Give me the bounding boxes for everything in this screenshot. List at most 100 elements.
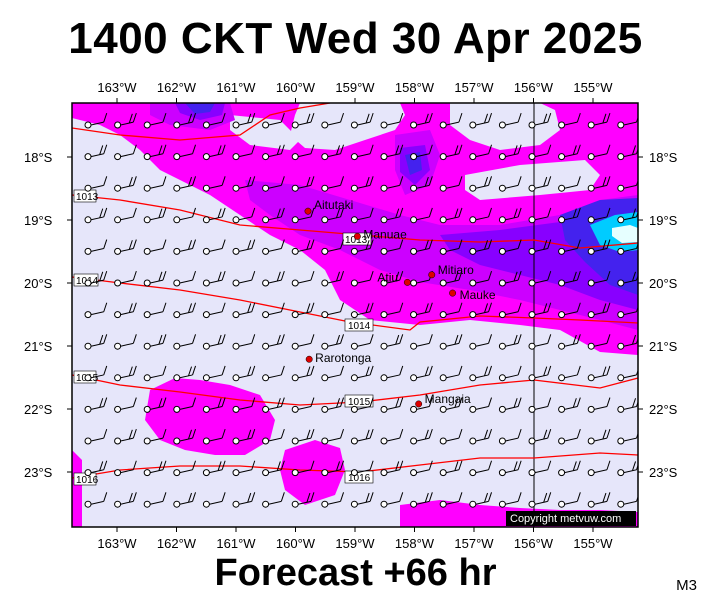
wind-barb [291, 428, 315, 445]
lat-label: 20°S [649, 276, 678, 291]
wind-barb [291, 270, 315, 287]
island-label: Rarotonga [315, 351, 371, 365]
wind-barb [350, 207, 374, 224]
wind-barb [498, 270, 522, 287]
rain-south-2 [280, 440, 345, 505]
island-dot [305, 355, 313, 363]
wind-barb [528, 270, 552, 287]
wind-barb [380, 365, 404, 382]
wind-barb [498, 334, 522, 350]
wind-barb [321, 365, 345, 382]
wind-barb [232, 112, 256, 129]
wind-barb [528, 207, 552, 224]
wind-barb [617, 271, 638, 287]
wind-barb [291, 112, 315, 129]
lat-label: 23°S [649, 465, 678, 480]
wind-barb [173, 112, 197, 129]
precipitation-layer: 1013 1013 1014 1014 1015 1015 1016 1016 … [72, 103, 638, 527]
lon-label: 155°W [573, 536, 613, 551]
wind-barb [558, 460, 581, 477]
wind-barb [350, 302, 374, 319]
lon-label: 161°W [216, 536, 256, 551]
wind-barb [410, 144, 433, 161]
wind-barb [173, 239, 197, 255]
rain-gap-4 [230, 115, 300, 150]
wind-barb [84, 144, 108, 161]
forecast-label: Forecast +66 hr [214, 552, 497, 594]
wind-barb [350, 176, 374, 192]
wind-barb [262, 460, 285, 477]
wind-barb [439, 239, 463, 255]
rain-peak-white [612, 225, 638, 243]
wind-barb [321, 397, 345, 413]
wind-barb [617, 398, 638, 413]
wind-barb [617, 334, 638, 350]
wind-barb [558, 334, 581, 350]
wind-barb [321, 207, 345, 224]
wind-barb [84, 334, 108, 350]
wind-barb [528, 460, 552, 477]
wind-barb [232, 270, 256, 287]
wind-barb [114, 144, 137, 161]
wind-barb [143, 397, 167, 413]
wind-barb [291, 176, 315, 192]
wind-barb [617, 242, 638, 255]
wind-barb [558, 112, 581, 129]
wind-barb [469, 176, 493, 192]
wind-barb [84, 176, 108, 192]
wind-barb [498, 239, 522, 255]
lon-label: 162°W [157, 536, 197, 551]
wind-barb [291, 334, 315, 350]
wind-barb [262, 334, 285, 350]
wind-barb [350, 144, 374, 161]
wind-barb [114, 112, 137, 129]
lon-label: 156°W [514, 80, 554, 95]
wind-barb [202, 270, 226, 287]
lat-label: 18°S [649, 150, 678, 165]
wind-barb [410, 302, 433, 319]
wind-barb [143, 302, 167, 319]
wind-barb [262, 492, 285, 508]
wind-barb [587, 460, 611, 477]
chart-title: 1400 CKT Wed 30 Apr 2025 [68, 14, 643, 63]
lon-label: 160°W [276, 536, 316, 551]
wind-barb [380, 334, 404, 350]
wind-barb [114, 239, 137, 255]
wind-barb [291, 492, 315, 508]
island-label: Atiu [377, 270, 398, 284]
wind-barb [498, 365, 522, 382]
wind-barb [380, 144, 404, 161]
lon-label: 160°W [276, 80, 316, 95]
wind-barb [84, 365, 108, 382]
lat-label: 19°S [24, 213, 53, 228]
wind-barb [469, 365, 493, 382]
lat-label: 19°S [649, 213, 678, 228]
wind-barb [380, 112, 404, 129]
wind-barb [321, 334, 345, 350]
wind-barb [528, 112, 552, 129]
wind-barb [380, 460, 404, 477]
wind-barb [617, 116, 638, 129]
wind-barb [498, 176, 522, 192]
wind-barb [410, 207, 433, 224]
wind-barb [528, 492, 552, 508]
wind-barb [469, 112, 493, 129]
isobar-label: 1016 [76, 475, 99, 486]
wind-barb [558, 428, 581, 445]
wind-barb [202, 365, 226, 382]
wind-barb [202, 207, 226, 224]
wind-barb [587, 270, 611, 287]
model-tag: M3 [676, 577, 697, 594]
wind-barb [469, 460, 493, 477]
wind-barb [587, 397, 611, 413]
axis-ticks: 163°W 163°W 162°W 162°W 161°W 161°W 160°W 160°W… [24, 80, 678, 551]
wind-barb [439, 334, 463, 350]
rain-west-edge [72, 450, 82, 527]
wind-barb [202, 428, 226, 445]
wind-barb [380, 239, 404, 255]
wind-barb [439, 302, 463, 319]
wind-barb [173, 460, 197, 477]
wind-barb [114, 428, 137, 445]
wind-barb [232, 460, 256, 477]
wind-barb [469, 207, 493, 224]
